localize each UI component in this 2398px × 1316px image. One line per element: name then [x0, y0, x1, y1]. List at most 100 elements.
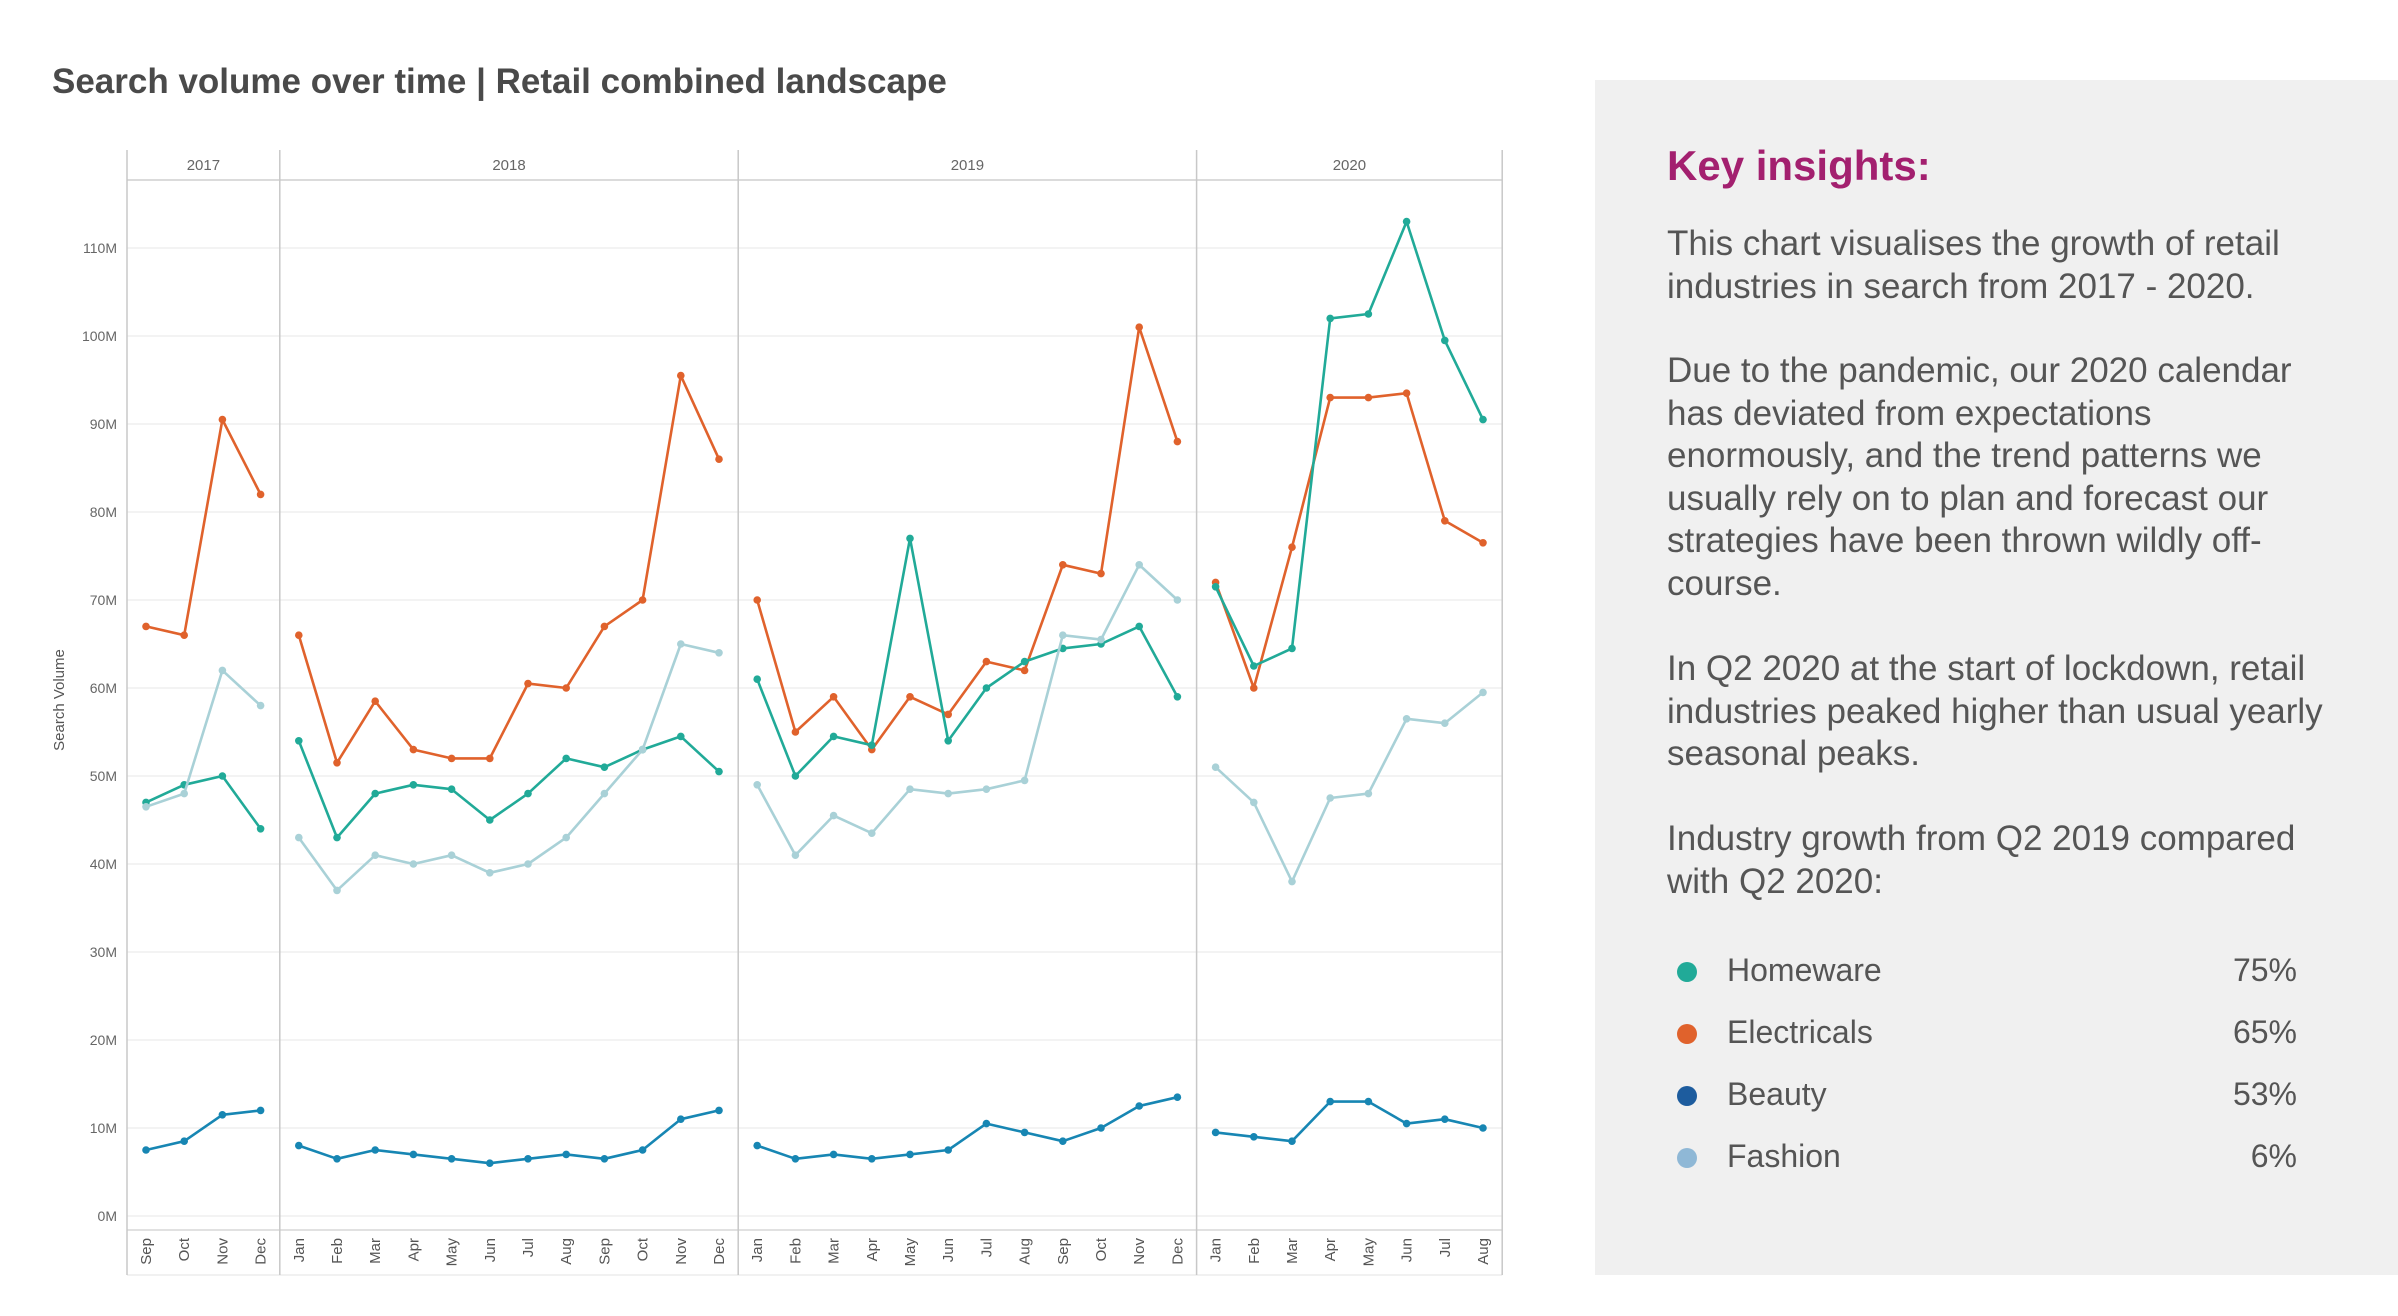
data-point-beauty	[333, 1155, 341, 1163]
data-point-electricals	[1059, 561, 1067, 569]
data-point-electricals	[1135, 323, 1143, 332]
data-point-beauty	[1211, 1128, 1220, 1137]
data-point-electricals	[677, 371, 685, 380]
data-point-fashion	[944, 789, 952, 798]
x-tick-label: Nov	[673, 1238, 690, 1265]
data-point-homeware	[1020, 657, 1029, 666]
data-point-fashion	[447, 851, 456, 859]
data-point-electricals	[524, 679, 532, 688]
data-point-homeware	[333, 833, 341, 842]
series-line-electricals	[297, 374, 721, 765]
data-point-fashion	[371, 851, 380, 859]
y-tick-label: 10M	[90, 1120, 117, 1136]
data-point-fashion	[677, 640, 685, 648]
data-point-fashion	[1402, 715, 1411, 723]
data-point-homeware	[1326, 314, 1334, 323]
data-point-fashion	[791, 851, 800, 859]
x-tick-label: Jun	[1399, 1238, 1416, 1262]
data-point-fashion	[295, 833, 303, 842]
x-tick-label: Jun	[940, 1238, 957, 1262]
data-point-electricals	[295, 631, 303, 639]
legend-percentage: 6%	[2250, 1138, 2297, 1174]
data-point-homeware	[1288, 644, 1296, 653]
data-point-beauty	[295, 1141, 303, 1150]
data-point-electricals	[753, 596, 761, 604]
x-tick-label: Mar	[367, 1238, 384, 1264]
data-point-electricals	[1020, 666, 1029, 675]
data-point-beauty	[1173, 1093, 1182, 1101]
data-point-beauty	[447, 1155, 456, 1163]
x-tick-label: Aug	[1017, 1238, 1034, 1265]
x-tick-label: Feb	[1246, 1238, 1263, 1264]
data-point-beauty	[1288, 1137, 1296, 1145]
legend-percentage: 75%	[2232, 952, 2297, 988]
data-point-electricals	[906, 693, 914, 701]
x-tick-label: Dec	[711, 1238, 728, 1265]
data-point-electricals	[371, 697, 380, 705]
data-point-fashion	[256, 701, 265, 710]
insight-paragraph: This chart visualises the growth of reta…	[1667, 224, 2280, 306]
legend-label: Fashion	[1727, 1138, 1841, 1174]
data-point-beauty	[600, 1155, 609, 1163]
data-point-homeware	[829, 732, 838, 741]
data-point-electricals	[944, 710, 952, 719]
x-tick-label: Dec	[1169, 1238, 1186, 1265]
year-header: 2019	[951, 157, 984, 174]
data-point-fashion	[906, 785, 914, 793]
data-point-homeware	[677, 732, 685, 741]
legend-item-electricals: Electricals 65%	[1677, 1014, 2297, 1054]
legend-label: Homeware	[1727, 952, 1882, 988]
legend-dot	[1677, 962, 1697, 982]
insight-paragraph: In Q2 2020 at the start of lockdown, ret…	[1667, 649, 2323, 773]
data-point-homeware	[1402, 217, 1411, 226]
data-point-homeware	[791, 772, 800, 780]
x-tick-label: Apr	[1322, 1238, 1339, 1261]
data-point-electricals	[409, 745, 418, 754]
data-point-beauty	[1097, 1124, 1105, 1132]
legend-item-beauty: Beauty 53%	[1677, 1076, 2297, 1116]
y-tick-label: 20M	[90, 1032, 117, 1048]
data-point-electricals	[829, 693, 838, 701]
x-tick-label: Oct	[1093, 1237, 1110, 1261]
y-axis-label: Search Volume	[51, 649, 68, 751]
legend-percentage: 65%	[2232, 1014, 2297, 1050]
x-tick-label: Jan	[1208, 1238, 1225, 1262]
legend-item-homeware: Homeware 75%	[1677, 952, 2297, 992]
data-point-electricals	[1326, 393, 1334, 402]
data-point-beauty	[1059, 1137, 1067, 1145]
data-point-fashion	[638, 745, 647, 754]
series-line-homeware	[145, 774, 262, 830]
data-point-homeware	[868, 741, 876, 749]
x-tick-label: Mar	[1284, 1238, 1301, 1264]
data-point-fashion	[142, 803, 150, 811]
series-line-beauty	[756, 1095, 1178, 1161]
data-point-homeware	[295, 737, 303, 745]
data-point-fashion	[180, 789, 188, 798]
data-point-homeware	[982, 684, 991, 692]
year-header: 2020	[1333, 157, 1366, 174]
data-point-beauty	[218, 1111, 227, 1119]
series-line-electricals	[145, 418, 262, 637]
data-point-beauty	[829, 1150, 838, 1159]
data-point-fashion	[1097, 635, 1105, 644]
x-tick-label: Apr	[405, 1238, 422, 1261]
x-tick-label: Feb	[329, 1238, 346, 1264]
data-point-electricals	[142, 622, 150, 631]
insight-paragraph: Due to the pandemic, our 2020 calendar h…	[1667, 351, 2292, 603]
data-point-homeware	[524, 789, 532, 798]
data-point-homeware	[1173, 693, 1182, 701]
data-point-electricals	[1288, 543, 1296, 551]
data-point-beauty	[638, 1146, 647, 1154]
data-point-fashion	[1250, 798, 1258, 807]
legend-item-fashion: Fashion 6%	[1677, 1138, 2297, 1178]
data-point-homeware	[1250, 662, 1258, 670]
data-point-fashion	[1135, 561, 1143, 569]
data-point-electricals	[982, 657, 991, 666]
y-tick-label: 30M	[90, 944, 117, 960]
data-point-beauty	[524, 1155, 532, 1163]
data-point-electricals	[333, 759, 341, 767]
x-tick-label: Jul	[1437, 1238, 1454, 1257]
year-header: 2018	[492, 157, 525, 174]
data-point-fashion	[1364, 789, 1373, 798]
x-tick-label: Sep	[596, 1238, 613, 1265]
